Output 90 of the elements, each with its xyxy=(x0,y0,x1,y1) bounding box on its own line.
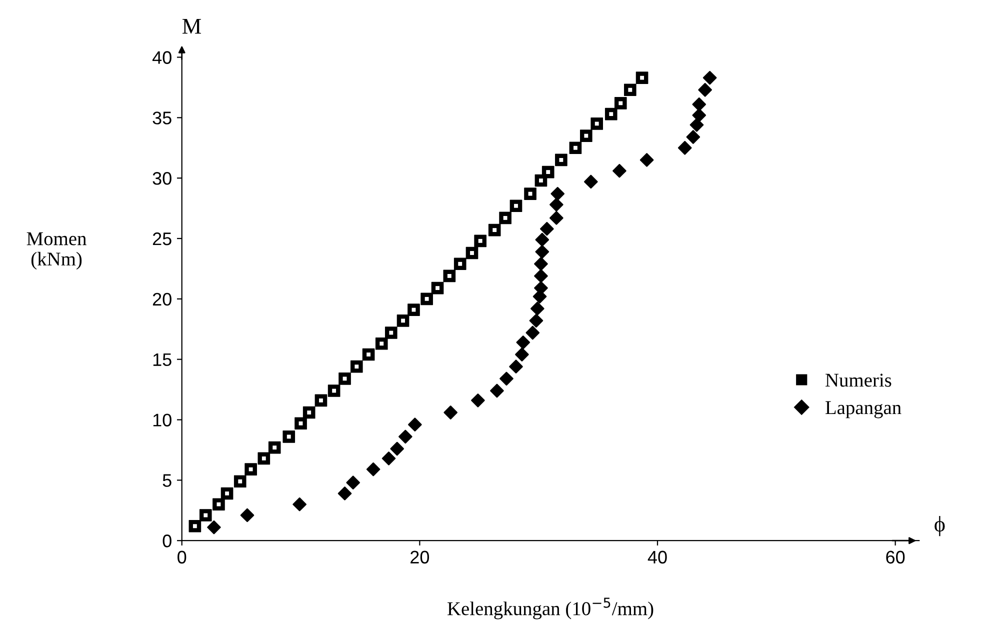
point xyxy=(534,269,548,283)
point xyxy=(569,142,582,154)
point xyxy=(516,336,530,350)
point xyxy=(636,72,648,84)
point xyxy=(420,292,433,306)
point xyxy=(535,232,550,247)
point xyxy=(698,82,712,97)
point xyxy=(207,520,221,534)
point xyxy=(509,360,523,374)
point xyxy=(526,326,540,340)
y-tick-label: 0 xyxy=(162,534,172,548)
point xyxy=(443,270,456,282)
point xyxy=(640,153,654,167)
point xyxy=(234,475,246,488)
y-tick-label: 25 xyxy=(152,232,172,246)
point xyxy=(580,130,592,142)
point xyxy=(268,441,281,454)
point xyxy=(555,154,568,166)
point xyxy=(690,118,704,132)
point xyxy=(328,384,340,397)
point xyxy=(542,166,554,178)
y-tick-label: 20 xyxy=(152,292,172,306)
legend-label: Numeris xyxy=(826,374,892,387)
point xyxy=(534,281,548,295)
point xyxy=(346,476,360,490)
point xyxy=(612,164,626,178)
point xyxy=(692,108,706,122)
point xyxy=(199,509,212,522)
y-tick-label: 35 xyxy=(152,112,172,124)
point xyxy=(390,442,404,456)
x-tick-label: 0 xyxy=(178,550,186,564)
point xyxy=(500,372,514,386)
point xyxy=(529,314,544,328)
point xyxy=(490,384,504,398)
x-tick-label: 40 xyxy=(648,550,667,564)
point xyxy=(510,200,522,212)
point xyxy=(499,212,512,224)
point xyxy=(550,211,564,225)
x-tick-label: 20 xyxy=(410,550,430,564)
point xyxy=(614,97,627,110)
point xyxy=(678,140,692,155)
point xyxy=(240,508,254,522)
y-tick-label: 10 xyxy=(153,414,172,426)
point xyxy=(624,84,636,96)
point xyxy=(258,452,270,465)
point xyxy=(530,302,544,316)
point xyxy=(350,360,363,373)
point xyxy=(550,198,564,212)
point xyxy=(702,70,717,85)
point xyxy=(212,498,225,511)
point xyxy=(244,463,257,476)
point xyxy=(396,314,410,327)
point xyxy=(550,186,565,201)
text: ϕ xyxy=(934,516,945,536)
text: M xyxy=(182,19,201,34)
point xyxy=(408,304,420,316)
point xyxy=(534,256,548,271)
legend-label: Lapangan xyxy=(826,401,902,418)
point xyxy=(540,222,554,236)
point xyxy=(188,520,202,532)
point xyxy=(292,497,306,512)
point xyxy=(604,108,618,120)
x-tick-label: 60 xyxy=(886,550,905,564)
point xyxy=(686,130,700,144)
point xyxy=(590,118,604,130)
y-tick-label: 5 xyxy=(162,474,172,487)
point xyxy=(384,326,398,339)
point xyxy=(382,452,396,466)
point xyxy=(454,258,466,270)
point xyxy=(408,418,422,432)
point xyxy=(471,394,485,408)
point xyxy=(375,337,388,350)
point xyxy=(515,348,529,362)
point xyxy=(535,244,550,259)
point xyxy=(474,234,486,248)
y-tick-label: 15 xyxy=(153,353,172,366)
point xyxy=(338,486,352,500)
point xyxy=(338,372,351,385)
x-axis-title: Kelengkungan (10$^{−5}$/mm) xyxy=(447,598,654,620)
point xyxy=(524,188,536,200)
y-tick-label: 40 xyxy=(152,51,172,64)
point xyxy=(692,97,706,112)
point xyxy=(366,462,380,476)
point xyxy=(444,406,458,420)
point xyxy=(398,430,412,444)
y-axis-title: Momen (kNm) xyxy=(26,232,86,270)
point xyxy=(282,430,296,443)
y-tick-label: 30 xyxy=(152,172,172,185)
point xyxy=(294,417,307,430)
point xyxy=(584,174,598,189)
